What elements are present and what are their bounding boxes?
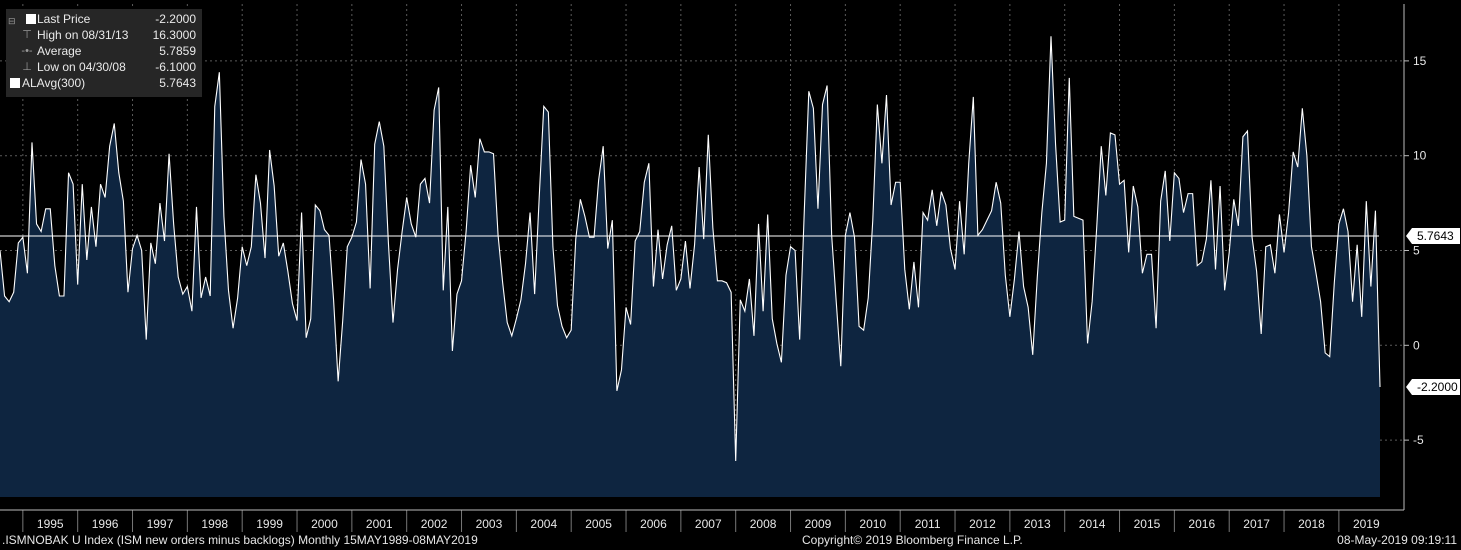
- x-tick-label: 2013: [1024, 517, 1051, 531]
- legend-value: 5.7643: [159, 76, 196, 90]
- x-tick-label: 2000: [311, 517, 338, 531]
- footer-copyright: Copyright© 2019 Bloomberg Finance L.P.: [802, 533, 1023, 547]
- area-series: [0, 36, 1381, 497]
- y-tick-label: 5: [1413, 244, 1420, 258]
- x-tick-label: 1995: [37, 517, 64, 531]
- x-tick-label: 1996: [92, 517, 119, 531]
- x-tick-label: 2004: [530, 517, 557, 531]
- x-tick-label: 2005: [585, 517, 612, 531]
- x-tick-label: 2007: [695, 517, 722, 531]
- x-tick-label: 1998: [201, 517, 228, 531]
- legend-label: Average: [37, 44, 82, 58]
- y-tick-label: -5: [1413, 433, 1424, 447]
- collapse-toggle-icon[interactable]: ⊟: [8, 16, 16, 26]
- last-price-badge-shape: [1406, 379, 1460, 396]
- legend-item-alavg: ALAvg(300) 5.7643: [6, 75, 202, 91]
- legend-panel: ⊟ Last Price -2.2000 ⊤ High on 08/31/13 …: [6, 9, 202, 97]
- legend-item-last-price: Last Price -2.2000: [6, 11, 202, 27]
- x-tick-label: 2018: [1298, 517, 1325, 531]
- alavg-badge-shape: [1406, 228, 1460, 245]
- x-tick-label: 2014: [1079, 517, 1106, 531]
- y-tick-label: 0: [1413, 338, 1420, 352]
- white-square-icon: [26, 14, 36, 24]
- legend-label: High on 08/31/13: [37, 28, 129, 42]
- x-tick-label: 2010: [859, 517, 886, 531]
- average-marker-icon: -•-: [21, 45, 33, 57]
- legend-value: 5.7859: [159, 44, 196, 58]
- x-tick-label: 2008: [750, 517, 777, 531]
- x-tick-label: 2003: [476, 517, 503, 531]
- footer-timestamp: 08-May-2019 09:19:11: [1337, 533, 1457, 547]
- x-tick-label: 2002: [421, 517, 448, 531]
- x-tick-label: 2001: [366, 517, 393, 531]
- value-badges: 5.7643 -2.2000: [1406, 228, 1460, 396]
- x-tick-label: 2012: [969, 517, 996, 531]
- alavg-badge-text: 5.7643: [1417, 229, 1454, 243]
- alavg-badge: 5.7643: [1406, 228, 1460, 245]
- legend-value: -2.2000: [155, 12, 196, 26]
- white-square-icon: [10, 78, 20, 88]
- last-price-badge-text: -2.2000: [1417, 380, 1458, 394]
- legend-label: Last Price: [37, 12, 91, 26]
- legend-value: 16.3000: [152, 28, 196, 42]
- series-line: [0, 36, 1381, 461]
- legend-item-high: ⊤ High on 08/31/13 16.3000: [6, 27, 202, 43]
- legend-item-low: ⊥ Low on 04/30/08 -6.1000: [6, 59, 202, 75]
- area-fill: [0, 36, 1380, 497]
- x-tick-label: 2009: [805, 517, 832, 531]
- y-axis: 15 10 5 0 -5: [1403, 4, 1427, 510]
- legend-label: ALAvg(300): [22, 76, 86, 90]
- x-tick-label: 2016: [1188, 517, 1215, 531]
- x-tick-label: 2011: [915, 517, 941, 531]
- low-marker-icon: ⊥: [22, 61, 32, 73]
- y-tick-label: 10: [1413, 149, 1427, 163]
- legend-label: Low on 04/30/08: [37, 60, 126, 74]
- x-axis: 1995 1996 1997 1998 1999 2000 2001 2002 2003 2004…: [0, 509, 1404, 532]
- legend-item-average: -•- Average 5.7859: [6, 43, 202, 59]
- footer-security-description: .ISMNOBAK U Index (ISM new orders minus …: [2, 533, 478, 547]
- high-marker-icon: ⊤: [22, 29, 32, 41]
- x-tick-label: 2015: [1134, 517, 1161, 531]
- legend-value: -6.1000: [155, 60, 196, 74]
- x-tick-label: 2017: [1243, 517, 1270, 531]
- x-tick-label: 2019: [1353, 517, 1380, 531]
- y-tick-label: 15: [1413, 54, 1427, 68]
- x-tick-label: 1997: [147, 517, 174, 531]
- last-price-badge: -2.2000: [1406, 379, 1460, 396]
- x-tick-label: 1999: [256, 517, 283, 531]
- x-tick-label: 2006: [640, 517, 667, 531]
